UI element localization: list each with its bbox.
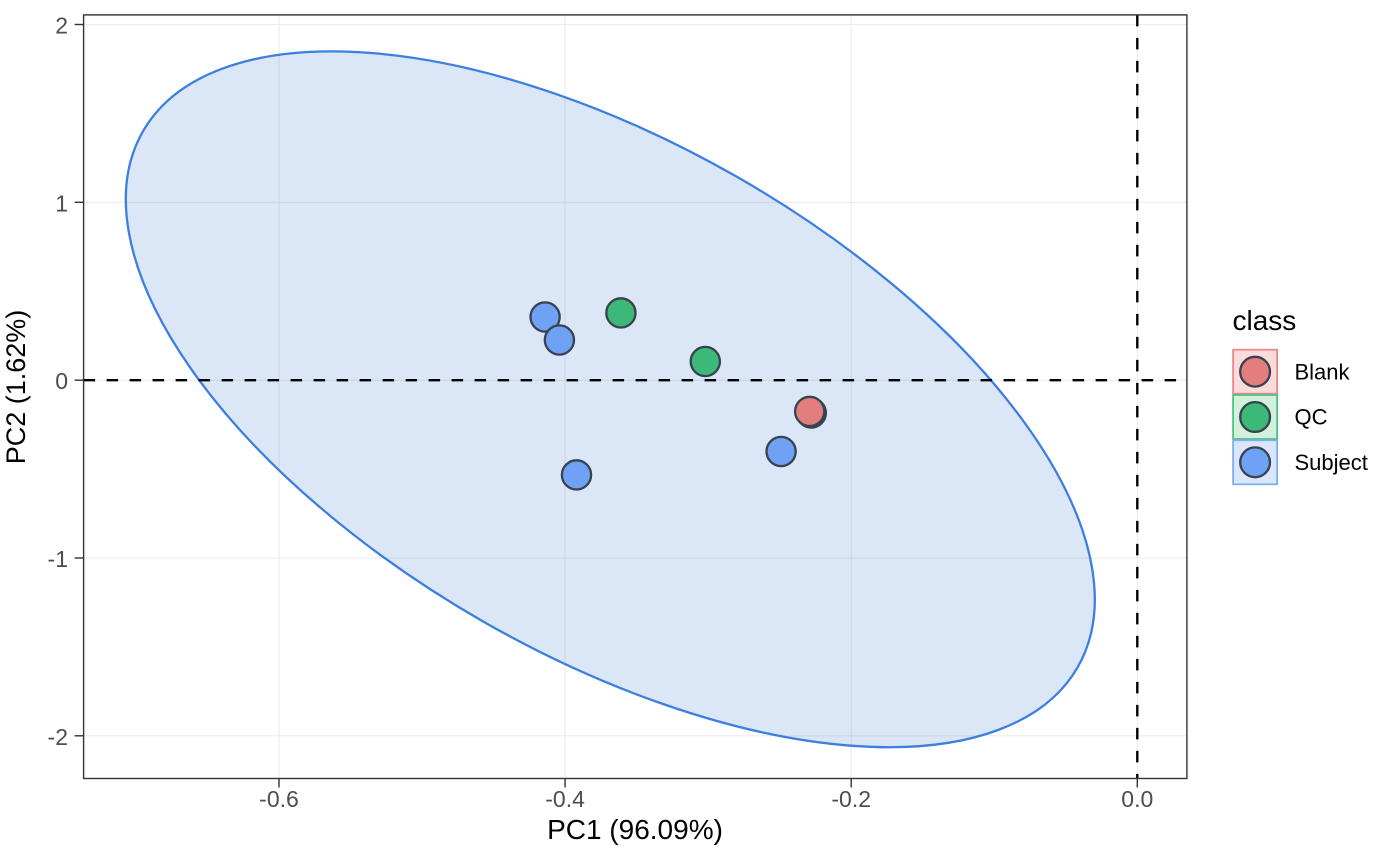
svg-text:Blank: Blank: [1295, 359, 1351, 384]
svg-text:0: 0: [55, 368, 68, 394]
svg-text:0.0: 0.0: [1121, 786, 1153, 812]
svg-text:-0.2: -0.2: [831, 786, 871, 812]
svg-text:class: class: [1233, 305, 1297, 336]
svg-text:PC2 (1.62%): PC2 (1.62%): [1, 310, 31, 465]
svg-text:Subject: Subject: [1295, 450, 1368, 475]
svg-text:-0.6: -0.6: [259, 786, 299, 812]
svg-text:-0.4: -0.4: [545, 786, 585, 812]
svg-text:-1: -1: [48, 546, 68, 572]
svg-text:PC1 (96.09%): PC1 (96.09%): [547, 814, 723, 845]
svg-text:2: 2: [55, 13, 68, 39]
svg-text:QC: QC: [1295, 405, 1328, 430]
svg-text:-2: -2: [48, 724, 68, 750]
svg-text:1: 1: [55, 190, 68, 216]
